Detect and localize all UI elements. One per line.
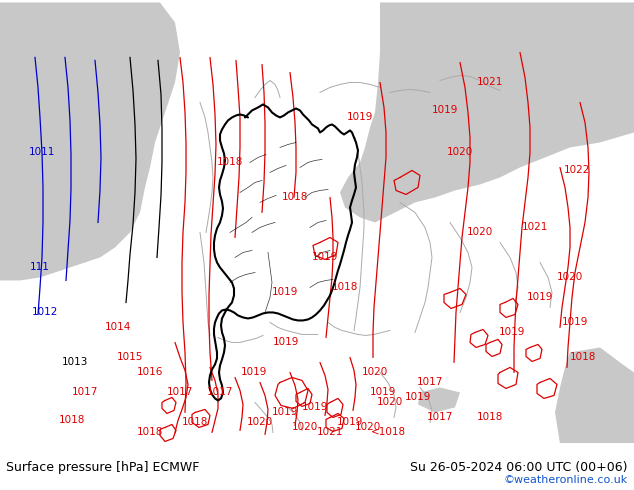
Text: 1020: 1020: [247, 417, 273, 427]
Text: 1020: 1020: [377, 397, 403, 408]
Text: 1012: 1012: [32, 307, 58, 318]
Text: 1018: 1018: [332, 282, 358, 293]
Text: 1019: 1019: [405, 392, 431, 402]
Text: ©weatheronline.co.uk: ©weatheronline.co.uk: [503, 475, 628, 485]
Text: 1019: 1019: [347, 112, 373, 122]
Text: 1018: 1018: [570, 352, 596, 363]
Text: 1019: 1019: [432, 105, 458, 116]
Text: 1021: 1021: [522, 222, 548, 232]
Polygon shape: [340, 2, 634, 222]
Text: Su 26-05-2024 06:00 UTC (00+06): Su 26-05-2024 06:00 UTC (00+06): [410, 461, 628, 474]
Polygon shape: [0, 2, 180, 280]
Text: 1019: 1019: [241, 368, 267, 377]
Text: 1018: 1018: [137, 427, 163, 438]
Text: 1017: 1017: [417, 377, 443, 388]
Text: 1020: 1020: [362, 368, 388, 377]
Text: 111: 111: [30, 263, 50, 272]
Text: 1017: 1017: [167, 388, 193, 397]
Text: 1015: 1015: [117, 352, 143, 363]
Text: 1020: 1020: [447, 147, 473, 157]
Text: 1017: 1017: [207, 388, 233, 397]
Text: 1021: 1021: [317, 427, 343, 438]
Text: 1019: 1019: [272, 408, 298, 417]
Text: 1018: 1018: [182, 417, 208, 427]
Text: 1014: 1014: [105, 322, 131, 332]
Text: <1018: <1018: [370, 427, 406, 438]
Text: 1021: 1021: [477, 77, 503, 87]
Text: 1018: 1018: [217, 157, 243, 168]
Text: 1017: 1017: [72, 388, 98, 397]
Text: 1019: 1019: [527, 293, 553, 302]
Text: 1020: 1020: [355, 422, 381, 433]
Text: 1019: 1019: [273, 338, 299, 347]
Text: 1020: 1020: [557, 272, 583, 282]
Text: 1019: 1019: [337, 417, 363, 427]
Text: 1019: 1019: [499, 327, 525, 338]
Text: 1019: 1019: [302, 402, 328, 413]
Text: 1018: 1018: [281, 193, 308, 202]
Text: 1017: 1017: [427, 413, 453, 422]
Text: 1018: 1018: [59, 416, 85, 425]
Text: 1022: 1022: [564, 166, 590, 175]
Text: 1019: 1019: [272, 288, 298, 297]
Polygon shape: [555, 347, 634, 443]
Text: 1019: 1019: [312, 252, 338, 263]
Text: 1016: 1016: [137, 368, 163, 377]
Polygon shape: [418, 388, 460, 413]
Text: 1019: 1019: [562, 318, 588, 327]
Text: Surface pressure [hPa] ECMWF: Surface pressure [hPa] ECMWF: [6, 461, 200, 474]
Text: 1019: 1019: [370, 388, 396, 397]
Text: 1011: 1011: [29, 147, 55, 157]
Text: 1020: 1020: [292, 422, 318, 433]
Text: 1020: 1020: [467, 227, 493, 238]
Text: 1013: 1013: [61, 357, 88, 368]
Text: 1018: 1018: [477, 413, 503, 422]
